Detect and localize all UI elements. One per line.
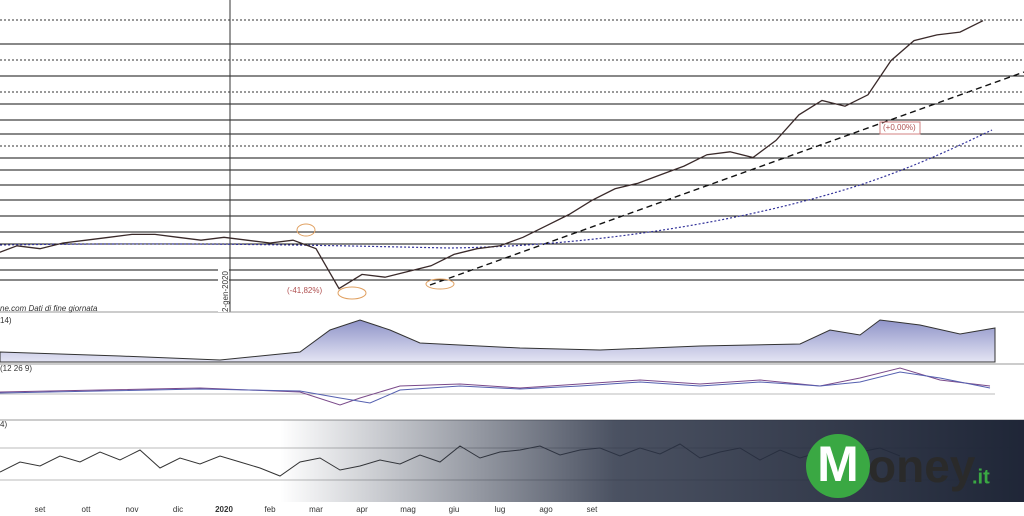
highlight [425, 278, 455, 290]
x-tick-label: 2020 [215, 505, 233, 514]
price-panel-grid [0, 19, 1024, 281]
panel-label: 14) [0, 316, 12, 325]
x-tick-label: lug [495, 505, 506, 514]
x-tick-label: mag [400, 505, 416, 514]
logo-initial: M [817, 436, 859, 492]
x-axis-band [0, 502, 1024, 516]
volume-area [0, 319, 996, 363]
annotation-box [879, 121, 921, 135]
source-note: ne.com Dati di fine giornata [0, 304, 98, 313]
x-tick-label: nov [126, 505, 139, 514]
date-box [218, 262, 229, 312]
x-tick-label: apr [356, 505, 368, 514]
highlight [296, 223, 316, 237]
x-tick-label: feb [264, 505, 276, 514]
x-tick-label: giu [449, 505, 460, 514]
price-line [0, 20, 984, 290]
annotation: (-41,82%) [287, 286, 322, 295]
highlight [337, 286, 367, 300]
signal-line [0, 371, 991, 404]
macd-line [0, 367, 991, 406]
x-tick-label: ott [82, 505, 92, 514]
date-label: 2-gen-2020 [221, 271, 230, 312]
logo-suffix: .it [972, 466, 990, 488]
x-tick-label: set [587, 505, 598, 514]
x-tick-label: mar [309, 505, 323, 514]
x-tick-label: dic [173, 505, 183, 514]
watermark-shade [280, 420, 1024, 502]
logo-circle [806, 434, 870, 498]
panel-label: (12 26 9) [0, 364, 32, 373]
x-tick-label: set [35, 505, 46, 514]
logo-name: oney [868, 440, 976, 492]
moving-average [0, 129, 993, 249]
trend-line [429, 71, 1024, 286]
annotation: (+0,00%) [883, 123, 916, 132]
panel-label: 4) [0, 420, 7, 429]
x-tick-label: ago [539, 505, 553, 514]
